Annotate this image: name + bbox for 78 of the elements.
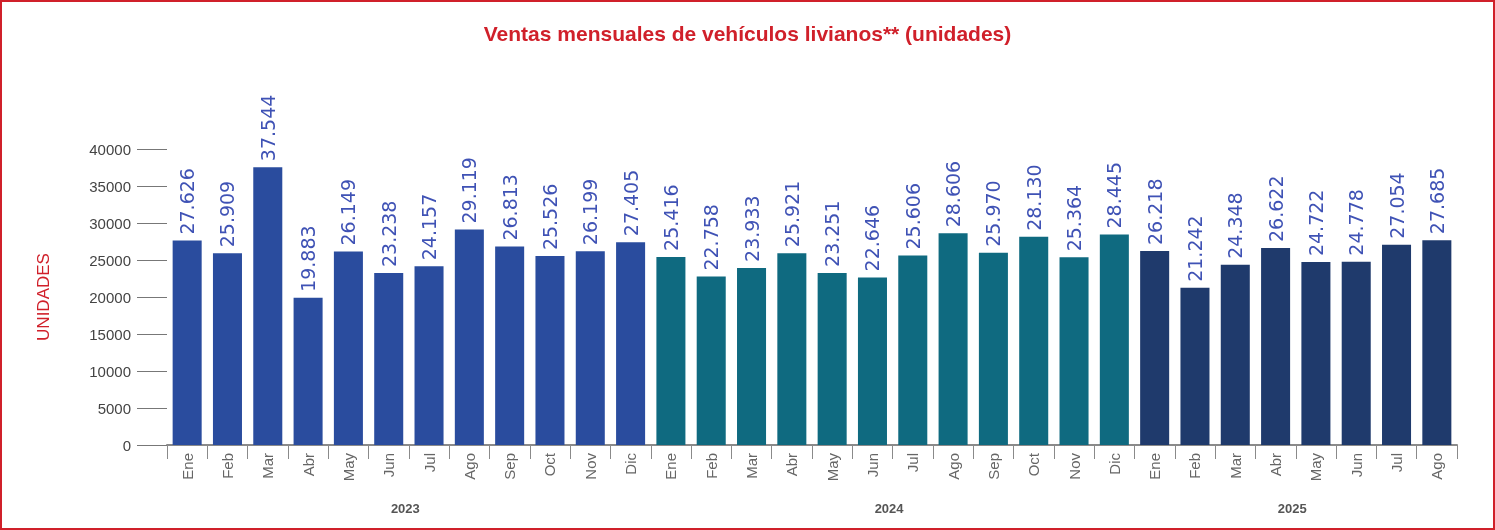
x-tick-label: Ago [944, 453, 962, 480]
data-label: 27.054 [1385, 172, 1408, 239]
x-tick-label: Mar [259, 453, 277, 479]
x-tick-label: Feb [1186, 453, 1204, 479]
x-tick-label: May [823, 452, 841, 482]
data-label: 24.348 [1224, 192, 1247, 259]
chart-title: Ventas mensuales de vehículos livianos** (unidades) [483, 22, 1012, 45]
data-label: 25.364 [1063, 184, 1086, 252]
data-label: 24.778 [1345, 189, 1368, 256]
x-tick-label: Mar [743, 453, 761, 479]
x-tick-label: Jul [904, 453, 922, 473]
y-tick-label: 5000 [97, 399, 131, 417]
data-label: 25.606 [901, 183, 924, 250]
data-label: 25.970 [982, 180, 1005, 247]
x-tick-label: Ene [662, 453, 680, 480]
y-tick-label: 25000 [89, 251, 131, 269]
x-tick-label: Nov [1065, 452, 1083, 480]
data-label: 28.606 [942, 160, 965, 228]
x-tick-label: Mar [1226, 453, 1244, 479]
data-label: 28.130 [1022, 164, 1045, 231]
data-label: 23.251 [821, 200, 844, 267]
y-tick-label: 40000 [89, 140, 131, 158]
text: 2025 [1277, 501, 1307, 516]
y-tick-label: 0 [122, 436, 131, 454]
x-tick-label: Abr [1267, 453, 1285, 477]
x-tick-label: Abr [299, 453, 317, 477]
y-tick-label: 20000 [89, 288, 131, 306]
y-tick-label: 35000 [89, 177, 131, 195]
data-label: 25.526 [538, 183, 561, 251]
data-label: 37.544 [256, 94, 279, 162]
x-tick-label: Feb [702, 453, 720, 479]
data-label: 19.883 [297, 225, 320, 292]
x-tick-label: Ago [460, 453, 478, 480]
y-tick-label: 10000 [89, 362, 131, 380]
data-label: 23.933 [740, 195, 763, 262]
text: 2024 [874, 501, 905, 516]
data-label: 22.758 [700, 204, 723, 271]
x-tick-label: Oct [1025, 452, 1043, 477]
x-tick-label: May [1307, 452, 1325, 482]
y-axis-title: UNIDADES [34, 253, 53, 341]
data-label: 24.722 [1304, 189, 1327, 257]
data-label: 25.416 [659, 184, 682, 251]
x-tick-label: Oct [541, 452, 559, 477]
x-tick-label: Abr [783, 453, 801, 477]
data-label: 25.909 [216, 180, 239, 248]
y-tick-label: 30000 [89, 214, 131, 232]
x-tick-label: Jun [380, 453, 398, 478]
data-label: 26.622 [1264, 175, 1287, 242]
x-tick-label: Jun [863, 453, 881, 478]
x-tick-label: May [339, 452, 357, 482]
x-tick-label: Jul [1388, 453, 1406, 473]
data-label: 26.813 [498, 174, 521, 241]
x-tick-label: Ene [1146, 453, 1164, 480]
x-tick-label: Sep [984, 453, 1002, 480]
data-label: 24.157 [418, 193, 441, 261]
data-label: 22.646 [861, 204, 884, 272]
x-tick-label: Nov [581, 452, 599, 480]
data-label: 26.149 [337, 179, 360, 246]
x-tick-label: Sep [501, 453, 519, 480]
x-tick-label: Jul [420, 453, 438, 473]
x-tick-label: Dic [622, 452, 640, 475]
data-label: 28.445 [1103, 162, 1126, 229]
data-label: 27.405 [619, 169, 642, 237]
x-tick-label: Jun [1347, 453, 1365, 478]
y-tick-label: 15000 [89, 325, 131, 343]
data-label: 29.119 [458, 157, 481, 224]
x-tick-label: Feb [218, 453, 236, 479]
data-label: 27.685 [1425, 167, 1448, 235]
data-label: 23.238 [377, 200, 400, 268]
x-tick-label: Ago [1428, 453, 1446, 480]
data-label: 26.218 [1143, 178, 1166, 245]
data-label: 21.242 [1183, 215, 1206, 282]
x-tick-label: Dic [1105, 452, 1123, 475]
data-label: 25.921 [780, 180, 803, 248]
text: 2023 [390, 501, 420, 516]
data-label: 26.199 [579, 178, 602, 246]
data-label: 27.626 [176, 168, 199, 235]
x-tick-label: Ene [178, 453, 196, 480]
